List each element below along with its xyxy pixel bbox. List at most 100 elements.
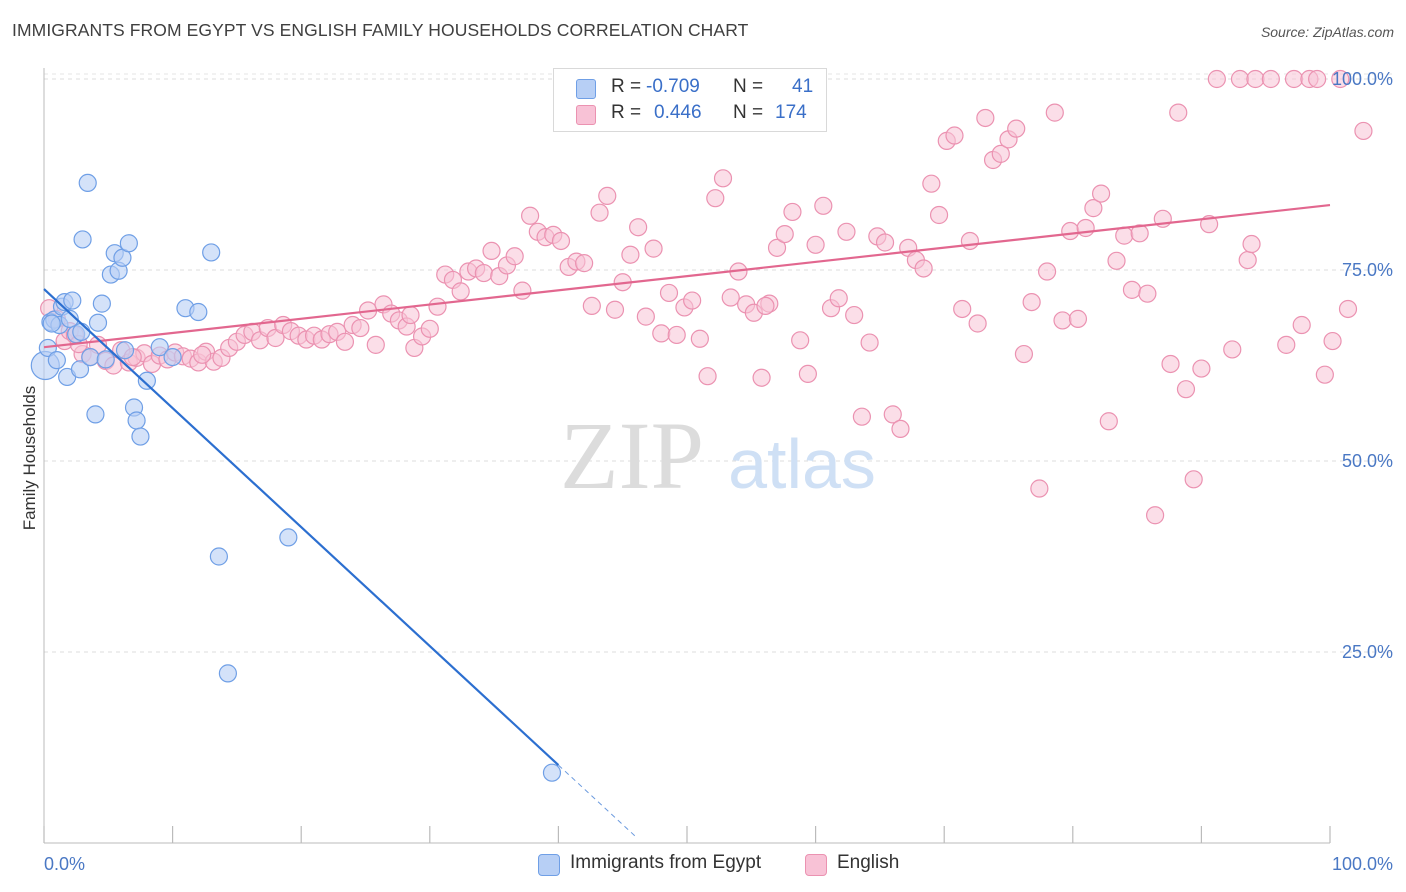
english-point xyxy=(1053,311,1072,330)
english-point xyxy=(767,238,787,257)
english-point xyxy=(1338,299,1358,319)
english-point xyxy=(860,333,879,352)
english-point xyxy=(783,202,802,222)
english-point xyxy=(1007,119,1026,138)
egypt-point xyxy=(88,313,108,332)
egypt-point xyxy=(279,528,298,547)
english-point xyxy=(1323,331,1342,351)
english-point xyxy=(598,186,617,205)
english-point xyxy=(1207,69,1226,89)
english-point xyxy=(891,419,910,439)
english-point xyxy=(690,329,709,348)
english-point xyxy=(1014,344,1034,364)
english-point xyxy=(1122,280,1142,299)
english-point xyxy=(551,231,571,251)
english-point xyxy=(976,108,995,128)
x-tick-label-max: 100.0% xyxy=(1332,854,1393,874)
trend-lines xyxy=(43,203,1331,837)
egypt-point xyxy=(137,371,156,390)
english-point xyxy=(1246,69,1265,89)
english-point xyxy=(1138,284,1157,303)
english-point xyxy=(1292,315,1311,335)
egypt-point xyxy=(81,347,100,367)
english-point xyxy=(798,364,817,384)
english-point xyxy=(1061,221,1080,241)
chart-title: IMMIGRANTS FROM EGYPT VS ENGLISH FAMILY … xyxy=(12,20,749,40)
english-point xyxy=(1354,121,1373,141)
english-trend-line xyxy=(43,203,1331,349)
egypt-swatch xyxy=(576,79,596,99)
english-point xyxy=(652,324,671,343)
english-point xyxy=(1308,69,1327,89)
egypt-point xyxy=(163,347,182,367)
english-point xyxy=(644,239,663,258)
english-point xyxy=(1045,103,1064,122)
english-point xyxy=(1284,69,1304,89)
english-point xyxy=(875,233,895,252)
egypt-point xyxy=(542,763,562,782)
english-point xyxy=(1169,103,1188,122)
axes xyxy=(43,68,1331,844)
egypt-point xyxy=(38,338,57,358)
english-point xyxy=(590,203,609,222)
english-point xyxy=(1230,69,1250,89)
x-tick-label-min: 0.0% xyxy=(44,854,85,874)
egypt-point xyxy=(63,291,82,310)
egypt-n-value: 41 xyxy=(792,76,814,97)
english-point xyxy=(1130,224,1149,243)
egypt-point xyxy=(131,427,150,446)
english-point xyxy=(756,296,775,316)
english-point xyxy=(945,126,964,145)
watermark-zip: ZIP xyxy=(560,402,704,509)
english-point xyxy=(513,281,532,300)
egypt-point xyxy=(92,294,111,313)
egypt-point xyxy=(189,302,208,322)
english-point xyxy=(366,335,385,354)
english-point xyxy=(953,299,972,319)
y-tick-label-75: 75.0% xyxy=(1342,260,1393,280)
egypt-point xyxy=(86,405,105,424)
egypt-point xyxy=(218,664,237,683)
y-tick-label-25: 25.0% xyxy=(1342,642,1393,662)
stats-legend: R = -0.709 N = 41 R = 0.446 N = 174 xyxy=(553,68,827,132)
english-point xyxy=(1184,470,1203,489)
english-point xyxy=(1022,292,1041,312)
english-point xyxy=(968,314,987,333)
english-point xyxy=(667,325,686,345)
english-point xyxy=(845,305,864,325)
english-point xyxy=(401,305,420,325)
english-point xyxy=(775,224,794,244)
english-point xyxy=(1331,69,1350,89)
english-point xyxy=(351,318,370,338)
english-point xyxy=(582,296,601,316)
english-point xyxy=(659,283,679,303)
english-point xyxy=(505,247,524,266)
egypt-point xyxy=(119,234,138,253)
egypt-point xyxy=(60,309,79,328)
english-point xyxy=(428,297,447,316)
english-point xyxy=(335,332,355,351)
watermark-atlas: atlas xyxy=(728,425,876,503)
y-tick-label-50: 50.0% xyxy=(1342,451,1393,471)
r-label: R = xyxy=(611,76,642,97)
english-point xyxy=(1146,506,1165,525)
english-point xyxy=(621,245,640,264)
english-point xyxy=(752,368,771,387)
english-r-value: 0.446 xyxy=(654,102,702,123)
english-point xyxy=(991,144,1010,163)
egypt-legend-swatch xyxy=(538,854,560,876)
english-point xyxy=(1084,199,1103,218)
y-tick-label-100: 100.0% xyxy=(1332,69,1393,89)
english-point xyxy=(605,300,625,319)
english-point xyxy=(521,206,540,225)
n-label: N = xyxy=(733,76,764,97)
egypt-point xyxy=(150,338,169,357)
egypt-point xyxy=(115,341,135,360)
english-point xyxy=(960,231,980,251)
egypt-r-value: -0.709 xyxy=(646,76,700,97)
english-legend-swatch xyxy=(805,854,827,876)
english-point xyxy=(193,345,212,364)
english-point xyxy=(1277,335,1296,354)
egypt-point xyxy=(70,360,90,379)
english-point xyxy=(1107,251,1126,270)
